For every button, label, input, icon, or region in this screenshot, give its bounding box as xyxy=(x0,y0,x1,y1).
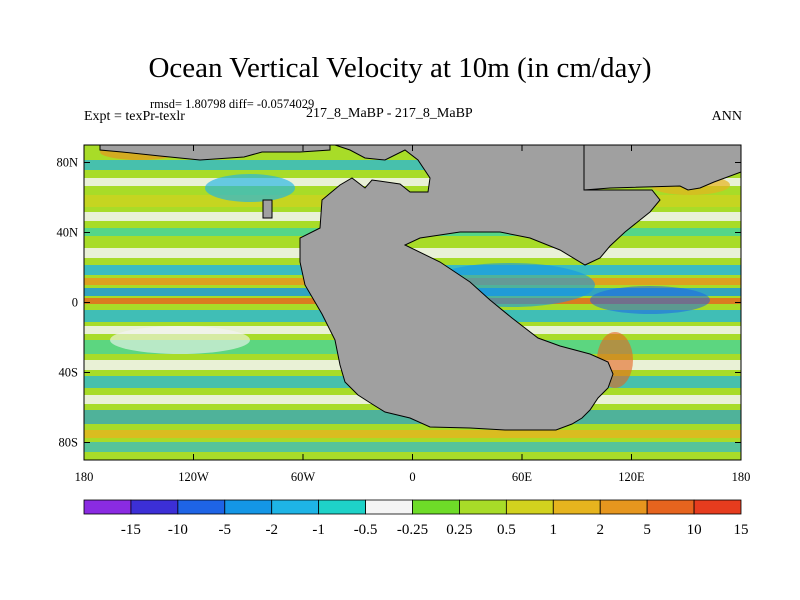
y-tick-label: 80N xyxy=(56,156,78,170)
x-tick-label: 180 xyxy=(732,470,751,484)
colorbar-swatch xyxy=(693,499,742,515)
colorbar-label: -2 xyxy=(265,522,278,538)
colorbar-label: -5 xyxy=(219,522,232,538)
x-tick-label: 120E xyxy=(618,470,645,484)
colorbar-swatch xyxy=(552,499,601,515)
colorbar-swatch xyxy=(646,499,695,515)
colorbar-swatch xyxy=(83,499,132,515)
colorbar-swatch xyxy=(271,499,320,515)
y-tick-label: 0 xyxy=(72,296,78,310)
colorbar: -15 -10 -5 -2 -1 -0.5 -0.25 0.25 0.5 1 2 5 10 15 xyxy=(83,499,749,538)
colorbar-swatch xyxy=(599,499,648,515)
colorbar-label: 0.25 xyxy=(446,522,472,538)
y-tick-label: 40N xyxy=(56,226,78,240)
x-tick-label: 60W xyxy=(291,470,316,484)
x-tick-label: 120W xyxy=(178,470,209,484)
experiment-label: Expt = texPr-texlr xyxy=(84,109,185,124)
colorbar-swatch xyxy=(318,499,366,515)
colorbar-swatch xyxy=(505,499,554,515)
land-supercontinent xyxy=(299,144,661,431)
colorbar-label: 1 xyxy=(550,522,558,538)
x-tick-label: 60E xyxy=(512,470,533,484)
land-mask xyxy=(99,144,742,431)
colorbar-label: 2 xyxy=(596,522,604,538)
colorbar-label: -0.25 xyxy=(397,522,428,538)
land-north-west xyxy=(99,144,331,161)
map-title: Ocean Vertical Velocity at 10m (in cm/da… xyxy=(148,52,652,84)
colorbar-label: -10 xyxy=(168,522,188,538)
x-tick-label: 180 xyxy=(75,470,94,484)
y-tick-label: 80S xyxy=(59,436,79,450)
colorbar-label: 15 xyxy=(734,522,749,538)
colorbar-label: 5 xyxy=(643,522,651,538)
colorbar-swatch xyxy=(177,499,226,515)
colorbar-swatch xyxy=(459,499,507,515)
case-label: 217_8_MaBP - 217_8_MaBP xyxy=(306,106,473,121)
season-label: ANN xyxy=(711,109,742,124)
colorbar-swatch xyxy=(130,499,179,515)
colorbar-swatch xyxy=(412,499,460,515)
stats-line: rmsd= 1.80798 diff= -0.0574029 xyxy=(150,97,315,111)
colorbar-label: -1 xyxy=(312,522,325,538)
y-axis: 80N 40N 0 40S 80S xyxy=(56,156,741,450)
x-tick-label: 0 xyxy=(409,470,415,484)
land-island xyxy=(262,199,273,219)
colorbar-label: -0.5 xyxy=(354,522,378,538)
colorbar-label: 0.5 xyxy=(497,522,516,538)
colorbar-label: -15 xyxy=(121,522,141,538)
y-tick-label: 40S xyxy=(59,366,79,380)
colorbar-swatch xyxy=(224,499,273,515)
colorbar-label: 10 xyxy=(687,522,702,538)
x-axis: 180 120W 60W 0 60E 120E 180 xyxy=(75,145,751,484)
colorbar-swatch xyxy=(365,499,413,515)
